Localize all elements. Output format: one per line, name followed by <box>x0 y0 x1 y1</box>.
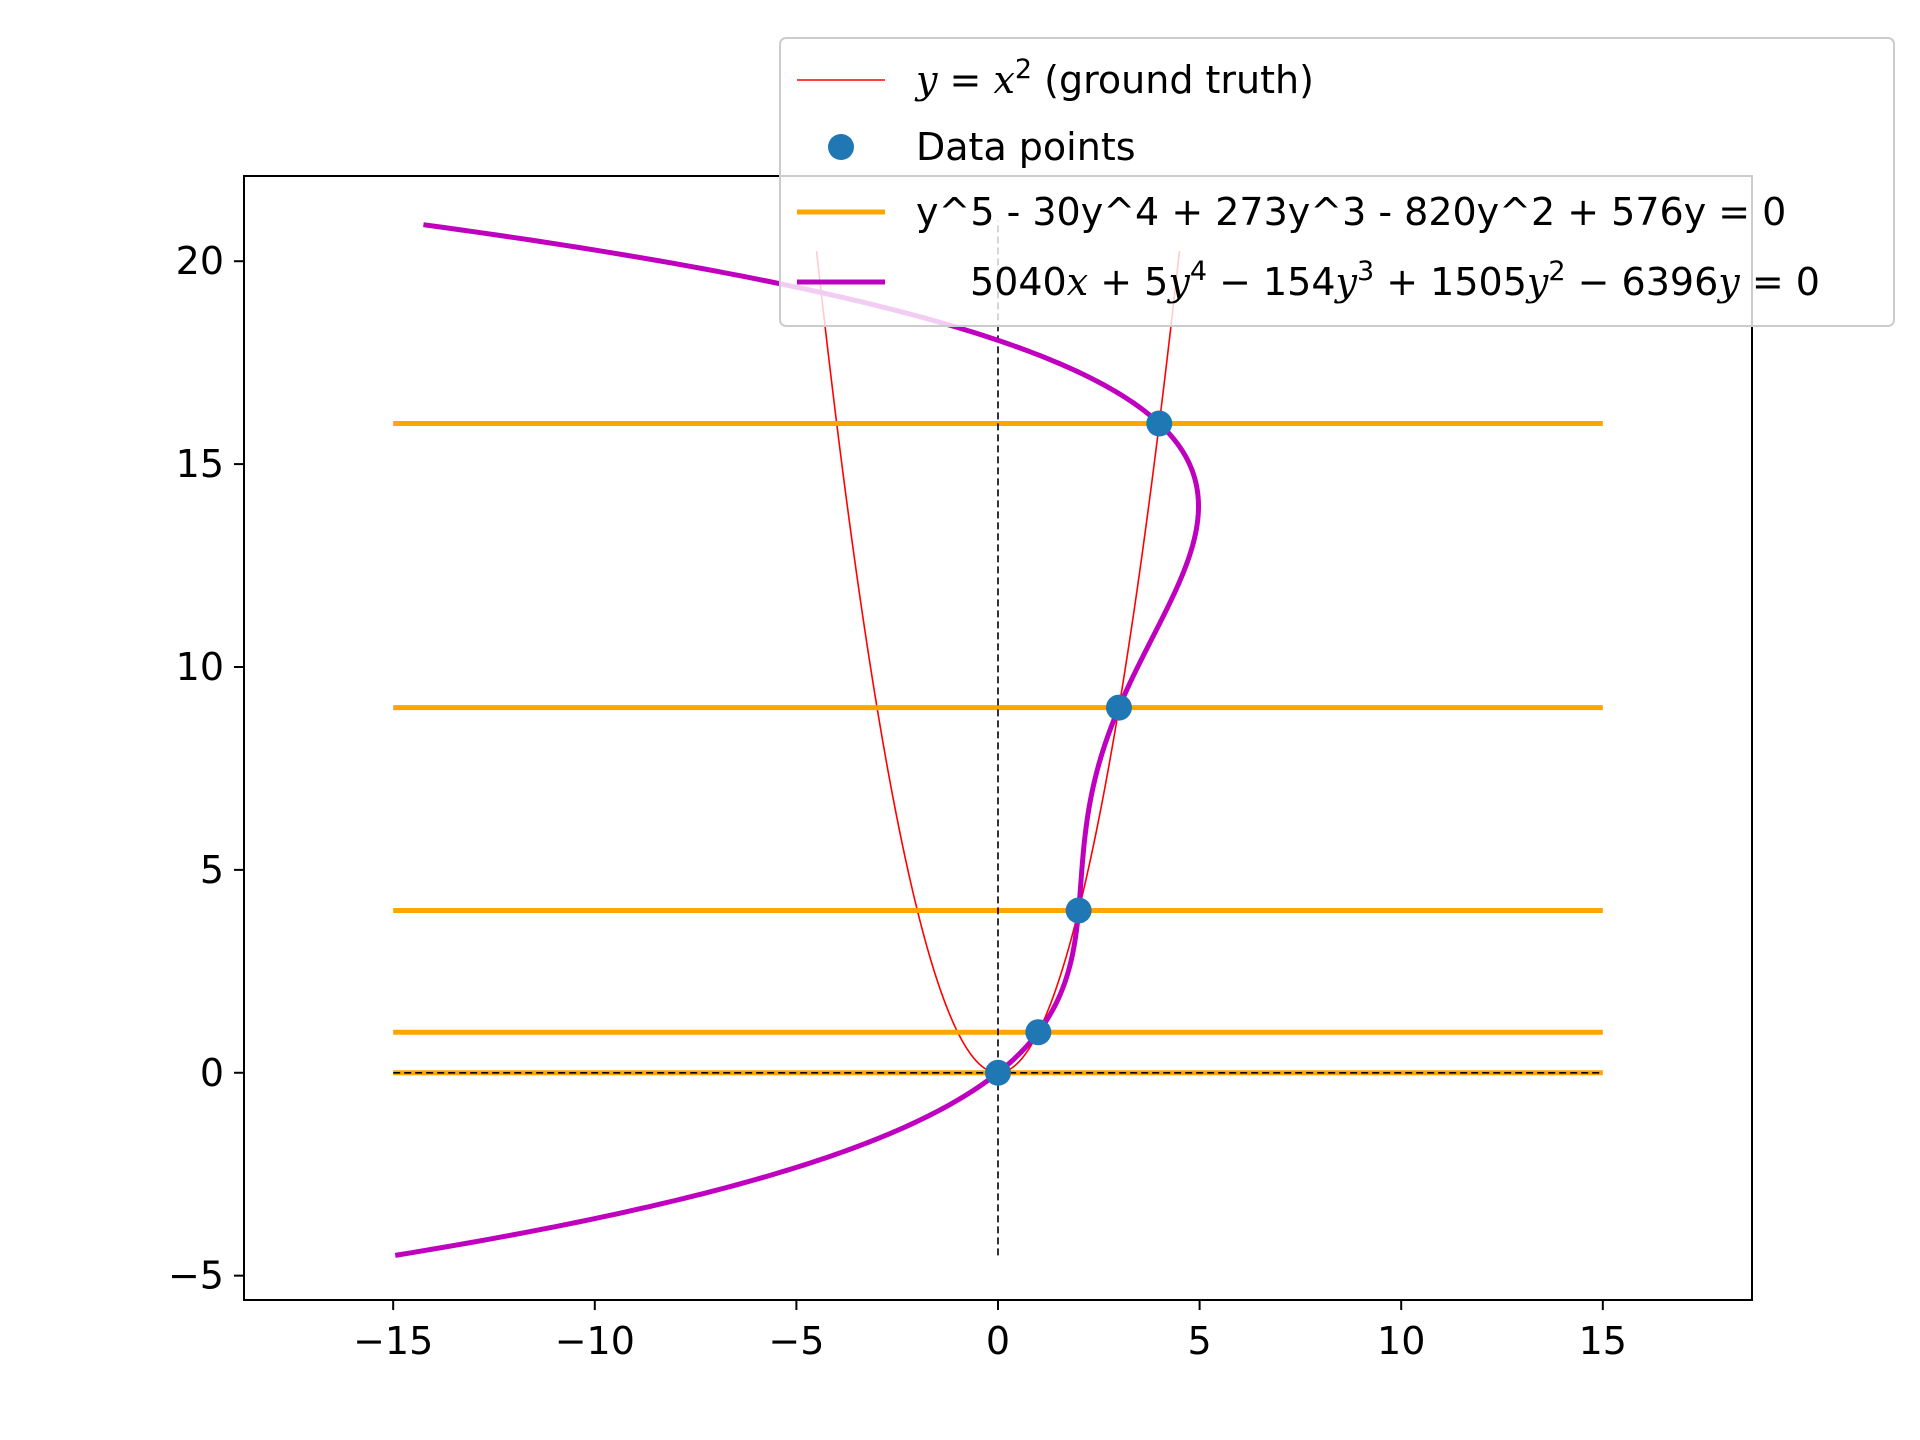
y-tick-label: 5 <box>200 848 224 892</box>
y-axis: −5 0 5 10 15 20 <box>168 239 244 1298</box>
x-tick-label: −10 <box>555 1319 635 1363</box>
y-tick-label: 20 <box>176 239 224 283</box>
y-tick-label: 0 <box>200 1051 224 1095</box>
x-axis: −15 −10 −5 0 5 10 15 <box>353 1300 1627 1363</box>
x-tick-label: −5 <box>768 1319 824 1363</box>
legend-data-points-swatch <box>828 134 854 160</box>
x-tick-label: 0 <box>986 1319 1010 1363</box>
y-tick-label: 15 <box>176 442 224 486</box>
data-point-4 <box>1146 410 1173 437</box>
plot-area <box>393 220 1603 1258</box>
x-tick-label: 15 <box>1579 1319 1627 1363</box>
x-tick-label: 10 <box>1377 1319 1425 1363</box>
data-point-3 <box>1105 694 1132 721</box>
legend-ground-truth-label: y = x2 (ground truth) <box>914 54 1314 102</box>
x-tick-label: −15 <box>353 1319 433 1363</box>
legend-implicit-curve-label: 5040x + 5y4 − 154y3 + 1505y2 − 6396y = 0 <box>970 256 1820 304</box>
x-tick-label: 5 <box>1188 1319 1212 1363</box>
y-tick-label: 10 <box>176 645 224 689</box>
legend-box <box>779 37 1895 327</box>
y-tick-label: −5 <box>168 1254 224 1298</box>
implicit-curve <box>394 222 1201 1258</box>
data-point-0 <box>985 1059 1011 1086</box>
data-point-2 <box>1065 897 1092 924</box>
legend-data-points-label: Data points <box>916 125 1136 169</box>
legend: y = x2 (ground truth) Data points y^5 - 30… <box>779 37 1895 327</box>
legend-horizontal-lines-label: y^5 - 30y^4 + 273y^3 - 820y^2 + 576y = 0 <box>916 190 1786 234</box>
data-point-1 <box>1025 1019 1052 1046</box>
